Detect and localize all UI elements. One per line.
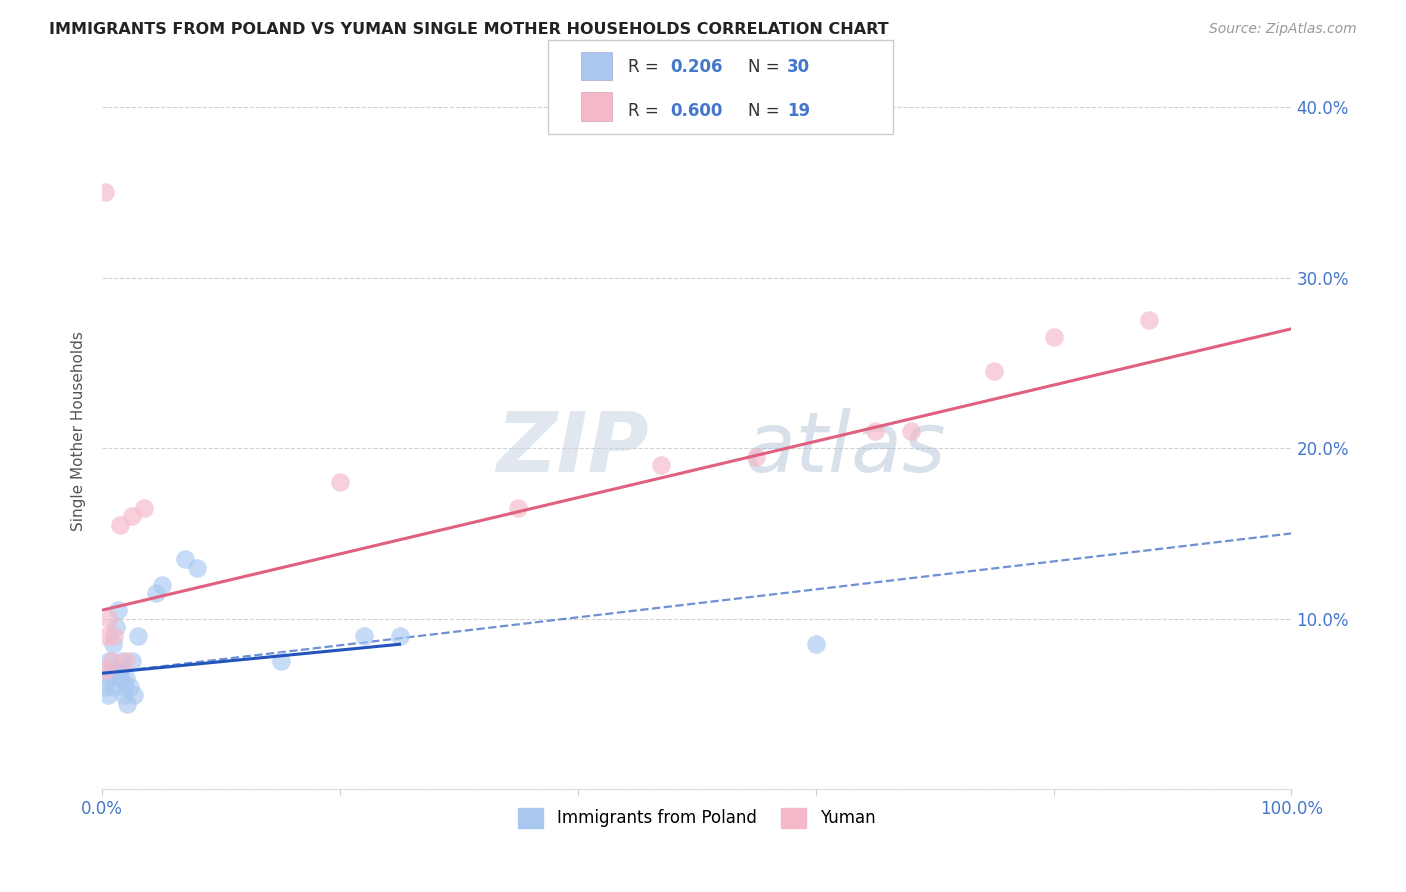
Text: 0.600: 0.600 (671, 102, 723, 120)
Point (132, 500, 155, 515)
Point (650, 458, 672, 473)
Point (115, 654, 138, 668)
Y-axis label: Single Mother Households: Single Mother Households (72, 331, 86, 531)
Point (1042, 330, 1064, 344)
Point (174, 552, 197, 566)
Text: atlas: atlas (744, 408, 946, 489)
Point (110, 672, 132, 686)
Point (103, 629, 125, 643)
Point (112, 689, 135, 703)
Point (900, 424, 922, 438)
Point (388, 629, 411, 643)
Point (104, 663, 127, 677)
Point (103, 680, 125, 694)
Point (353, 629, 375, 643)
Point (111, 654, 134, 668)
Point (98, 654, 121, 668)
Point (101, 637, 124, 651)
Point (983, 364, 1005, 378)
Point (94, 663, 117, 677)
Point (108, 517, 131, 532)
Point (114, 680, 136, 694)
Point (100, 663, 122, 677)
Legend: Immigrants from Poland, Yuman: Immigrants from Poland, Yuman (512, 801, 882, 835)
Text: ZIP: ZIP (496, 408, 650, 489)
Text: IMMIGRANTS FROM POLAND VS YUMAN SINGLE MOTHER HOUSEHOLDS CORRELATION CHART: IMMIGRANTS FROM POLAND VS YUMAN SINGLE M… (49, 22, 889, 37)
Point (115, 672, 138, 686)
Point (108, 672, 131, 686)
Point (93, 680, 115, 694)
Point (96, 672, 118, 686)
Point (118, 680, 141, 694)
Point (124, 689, 146, 703)
Point (107, 603, 129, 617)
Point (329, 475, 352, 490)
Point (150, 577, 173, 591)
Point (270, 654, 292, 668)
Text: R =: R = (628, 102, 665, 120)
Point (145, 586, 167, 600)
Point (93, 186, 115, 200)
Point (98, 612, 121, 626)
Point (121, 509, 143, 524)
Point (108, 663, 131, 677)
Point (100, 654, 122, 668)
Point (115, 697, 138, 711)
Point (804, 637, 827, 651)
Text: N =: N = (748, 102, 785, 120)
Text: 19: 19 (787, 102, 810, 120)
Text: N =: N = (748, 58, 785, 76)
Point (508, 500, 530, 515)
Point (745, 450, 768, 464)
Point (105, 620, 128, 634)
Text: Source: ZipAtlas.com: Source: ZipAtlas.com (1209, 22, 1357, 37)
Point (97, 689, 120, 703)
Text: 0.206: 0.206 (671, 58, 723, 76)
Point (863, 424, 886, 438)
Point (127, 629, 149, 643)
Text: R =: R = (628, 58, 665, 76)
Text: 30: 30 (787, 58, 810, 76)
Point (186, 560, 208, 574)
Point (96, 629, 118, 643)
Point (1137, 313, 1160, 327)
Point (121, 654, 143, 668)
